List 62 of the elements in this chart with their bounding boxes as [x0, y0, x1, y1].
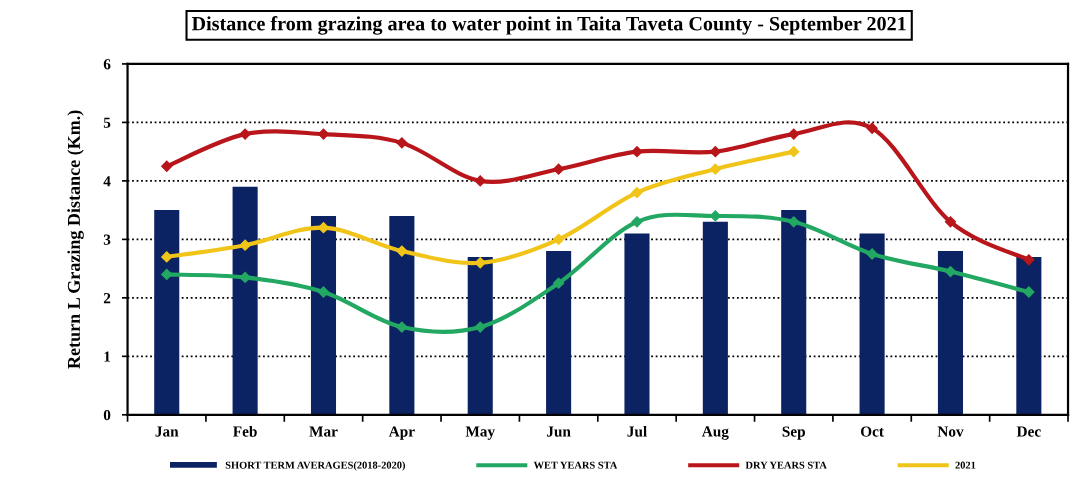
- point: [631, 186, 643, 199]
- bar: [624, 233, 650, 415]
- point: [161, 160, 173, 172]
- bar: [154, 210, 180, 415]
- bar: [859, 233, 885, 415]
- x-tick-label: Aug: [701, 426, 729, 440]
- x-tick-label: Feb: [233, 425, 257, 437]
- point: [866, 122, 878, 134]
- point: [553, 277, 565, 289]
- y-tick-label: 6: [103, 59, 111, 70]
- x-tick-label: Jun: [546, 426, 571, 437]
- bar: [389, 215, 415, 415]
- point: [239, 128, 251, 140]
- x-tick-label: Oct: [860, 426, 884, 437]
- legend-label: DRY YEARS STA: [745, 461, 827, 469]
- point: [1023, 286, 1035, 298]
- bar: [232, 186, 258, 415]
- point: [474, 175, 486, 187]
- point: [396, 137, 408, 149]
- x-tick-label: Jan: [155, 426, 179, 437]
- x-tick-label: Dec: [1016, 426, 1041, 437]
- legend-label: SHORT TERM AVERAGES(2018-2020): [225, 461, 405, 471]
- point: [1023, 254, 1035, 266]
- point: [944, 216, 957, 228]
- y-tick-label: 5: [103, 117, 111, 128]
- x-tick-label: Sep: [782, 426, 805, 440]
- y-tick-label: 2: [103, 293, 111, 304]
- point: [161, 251, 173, 263]
- x-tick-label: Jul: [627, 425, 647, 437]
- bar: [937, 251, 964, 415]
- bar: [1016, 256, 1042, 415]
- point: [709, 163, 721, 175]
- point: [474, 321, 486, 333]
- x-tick-label: Nov: [937, 426, 964, 437]
- point: [944, 265, 957, 278]
- legend-label: WET YEARS STA: [533, 461, 618, 469]
- bar: [546, 251, 572, 415]
- y-tick-label: 0: [103, 409, 111, 421]
- point: [553, 163, 565, 175]
- point: [396, 245, 408, 257]
- y-tick-label: 1: [104, 351, 111, 362]
- x-tick-label: Apr: [388, 426, 415, 440]
- point: [396, 321, 408, 333]
- point: [553, 233, 565, 245]
- point: [239, 239, 251, 251]
- bar: [467, 256, 493, 415]
- x-tick-label: May: [465, 426, 495, 440]
- point: [788, 128, 800, 140]
- point: [631, 216, 643, 228]
- point: [866, 248, 878, 260]
- y-axis-title: Return L Grazing Distance (Km.): [67, 110, 84, 369]
- y-tick-label: 3: [103, 234, 111, 245]
- x-tick-label: Mar: [309, 426, 338, 437]
- bar: [702, 221, 728, 415]
- point: [788, 216, 800, 228]
- bar: [310, 215, 337, 415]
- legend-label: 2021: [955, 461, 976, 469]
- bar: [781, 210, 807, 415]
- point: [317, 286, 330, 298]
- chart-title: Distance from grazing area to water point in Taita Taveta County - September 2021: [191, 16, 906, 35]
- y-tick-label: 4: [103, 176, 111, 187]
- point: [788, 146, 800, 158]
